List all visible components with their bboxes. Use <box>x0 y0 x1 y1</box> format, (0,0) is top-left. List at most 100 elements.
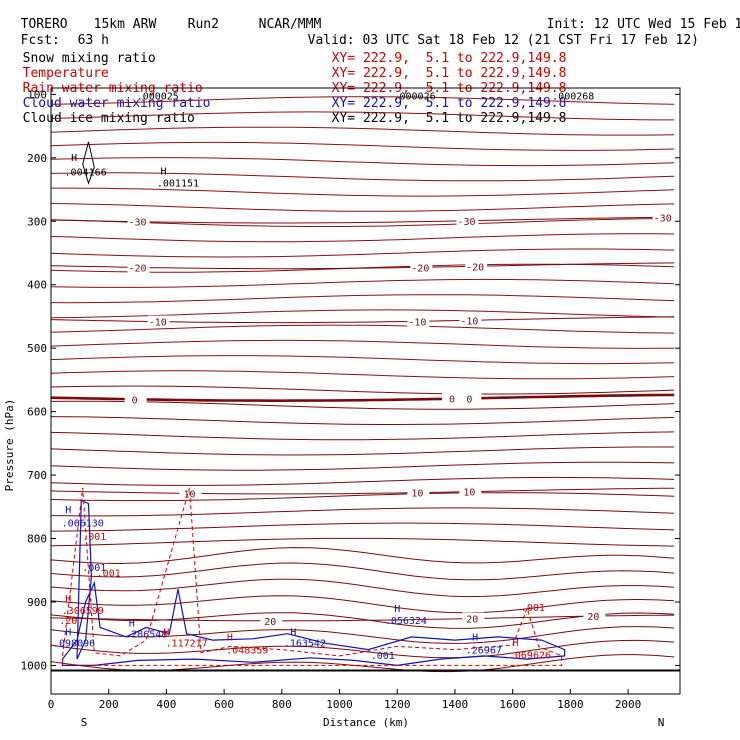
isotherm-line <box>50 446 675 456</box>
isotherm-line <box>50 172 675 182</box>
isotherm-label-bg <box>442 392 465 405</box>
maximum-value-label: .001 <box>97 569 121 580</box>
maximum-marker: H <box>65 505 71 516</box>
legend-temperature: Temperature <box>22 66 109 81</box>
maximum-value-label: .306599 <box>62 606 104 617</box>
x-tick-label: 0 <box>48 698 55 711</box>
y-tick-label: 400 <box>27 279 47 292</box>
maximum-value-label: .098096 <box>53 638 95 649</box>
isotherm-label: -20 <box>466 262 484 273</box>
maximum-marker: H <box>227 633 233 644</box>
header-line-1: TORERO <box>5 2 68 32</box>
isotherm-label: -20 <box>129 263 147 274</box>
isotherm-line <box>50 385 675 395</box>
isotherm-label: 20 <box>587 612 599 623</box>
maximum-marker: H <box>290 628 296 639</box>
isotherm-line <box>50 537 675 547</box>
y-tick-label: 600 <box>27 406 47 419</box>
isotherm-label-bg <box>459 314 482 327</box>
isotherm-label: -30 <box>654 213 672 224</box>
y-tick-label: 700 <box>27 469 47 482</box>
isotherm-label-bg <box>260 614 283 627</box>
isotherm-label-bg <box>465 260 488 273</box>
x-tick-label: 800 <box>272 698 292 711</box>
isotherm-line <box>50 248 675 258</box>
isotherm-line <box>50 278 675 288</box>
legend-snow: Snow mixing ratio <box>22 51 156 66</box>
maximum-value-label: .001 <box>371 651 395 662</box>
y-tick-label: 100 <box>27 88 47 101</box>
isotherm-line <box>50 626 675 644</box>
maximum-value-label: .001 <box>82 532 106 543</box>
y-tick-label: 500 <box>27 342 47 355</box>
maximum-marker: H <box>394 604 400 615</box>
cloud-water-tower <box>76 499 93 660</box>
isotherm-label-bg <box>652 211 675 224</box>
y-axis-label: Pressure (hPa) <box>3 399 16 492</box>
isotherm-0 <box>50 393 675 402</box>
isotherm-label: -30 <box>457 217 475 228</box>
isotherm-label-bg <box>462 612 485 625</box>
isotherm-label-bg <box>147 315 170 328</box>
isotherm-label-bg <box>407 486 430 499</box>
maximum-marker: H <box>65 628 71 639</box>
north-label: N <box>658 716 665 729</box>
isotherm-label: 0 <box>132 395 138 406</box>
isotherm-label: -10 <box>149 318 167 329</box>
isotherm-line <box>50 309 675 319</box>
y-tick-label: 900 <box>27 596 47 609</box>
isotherm-line <box>50 595 675 614</box>
isotherm-label-bg <box>410 261 433 274</box>
legend-cloud-ice: Cloud ice mixing ratio <box>22 111 195 126</box>
x-tick-label: 200 <box>99 698 119 711</box>
maximum-value-label: .286548 <box>125 630 167 641</box>
legend-xy-temperature: XY= 222.9, 5.1 to 222.9,149.8 <box>331 66 567 81</box>
isotherm-label: -20 <box>411 263 429 274</box>
isotherm-label-bg <box>459 485 482 498</box>
isotherm-line <box>50 562 675 581</box>
cloud-water-contour <box>61 580 566 667</box>
isotherm-line <box>50 416 675 425</box>
isotherm-line <box>50 476 675 486</box>
x-tick-label: 1600 <box>499 698 526 711</box>
x-tick-label: 2000 <box>615 698 642 711</box>
maximum-marker: H <box>161 166 167 177</box>
moisture-contours <box>61 141 566 667</box>
isotherm-line <box>51 187 675 197</box>
isotherm-line <box>50 507 675 517</box>
x-axis-label: Distance (km) <box>323 716 409 729</box>
center-text: NCAR/MMM <box>258 17 322 32</box>
maximum-marker: H <box>163 628 169 639</box>
resolution-text: 15km ARW <box>93 17 157 32</box>
isotherm-line <box>50 431 675 441</box>
isotherm--30 <box>50 216 675 224</box>
isotherm-line <box>50 203 675 212</box>
isotherm-10 <box>50 487 675 495</box>
isotherm-line <box>50 654 675 673</box>
isotherm-label: -30 <box>129 218 147 229</box>
isotherm-line <box>50 126 675 136</box>
isotherm-line <box>50 355 675 365</box>
isotherm-line <box>50 400 675 410</box>
isotherm--10 <box>50 316 675 324</box>
isotherm-20 <box>50 614 675 622</box>
valid-text: Valid: 03 UTC Sat 18 Feb 12 (21 CST Fri … <box>307 33 699 48</box>
isotherm-label-bg <box>456 214 479 227</box>
isotherm-line <box>50 370 675 380</box>
isotherm-label-bg <box>407 315 430 328</box>
x-tick-label: 400 <box>156 698 176 711</box>
isotherm-line <box>50 233 675 243</box>
fcst-hours: 63 h <box>77 33 109 48</box>
isotherm-line <box>50 639 675 659</box>
plot-frame <box>50 87 681 695</box>
isotherm-line <box>50 461 675 471</box>
maximum-value-label: .004166 <box>65 168 107 179</box>
isotherm-line <box>50 111 675 121</box>
maximum-value-label: .163542 <box>284 638 326 649</box>
x-tick-label: 1200 <box>384 698 411 711</box>
isotherm-line <box>50 578 675 598</box>
isotherm-label: 10 <box>463 488 475 499</box>
